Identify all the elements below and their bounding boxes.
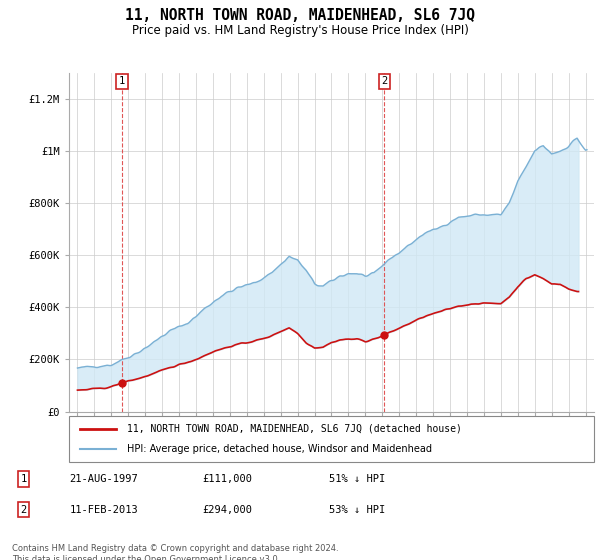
Text: 2: 2 — [20, 505, 26, 515]
Text: 51% ↓ HPI: 51% ↓ HPI — [329, 474, 385, 484]
Text: Price paid vs. HM Land Registry's House Price Index (HPI): Price paid vs. HM Land Registry's House … — [131, 24, 469, 37]
Text: £111,000: £111,000 — [202, 474, 252, 484]
Text: 1: 1 — [119, 76, 125, 86]
Text: £294,000: £294,000 — [202, 505, 252, 515]
Text: 21-AUG-1997: 21-AUG-1997 — [70, 474, 139, 484]
Text: 11, NORTH TOWN ROAD, MAIDENHEAD, SL6 7JQ: 11, NORTH TOWN ROAD, MAIDENHEAD, SL6 7JQ — [125, 8, 475, 24]
Text: 1: 1 — [20, 474, 26, 484]
Text: 2: 2 — [381, 76, 388, 86]
Text: HPI: Average price, detached house, Windsor and Maidenhead: HPI: Average price, detached house, Wind… — [127, 444, 432, 454]
Text: 11, NORTH TOWN ROAD, MAIDENHEAD, SL6 7JQ (detached house): 11, NORTH TOWN ROAD, MAIDENHEAD, SL6 7JQ… — [127, 424, 461, 434]
Text: 53% ↓ HPI: 53% ↓ HPI — [329, 505, 385, 515]
Text: 11-FEB-2013: 11-FEB-2013 — [70, 505, 139, 515]
Text: Contains HM Land Registry data © Crown copyright and database right 2024.
This d: Contains HM Land Registry data © Crown c… — [12, 544, 338, 560]
FancyBboxPatch shape — [69, 416, 594, 462]
